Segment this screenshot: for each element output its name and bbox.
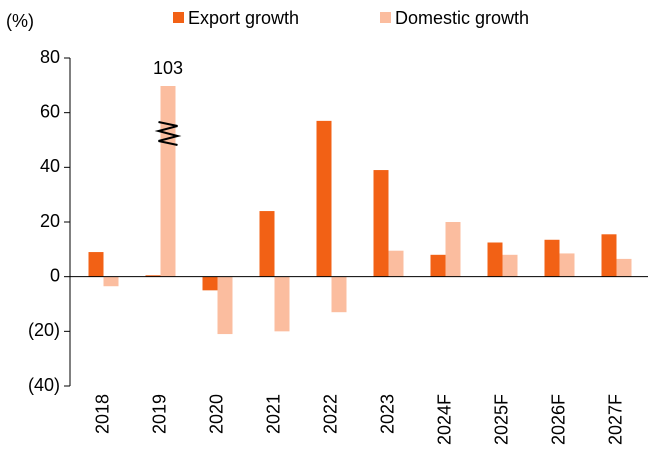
bar — [559, 253, 575, 277]
value-label: 103 — [153, 58, 183, 78]
bar — [160, 86, 176, 277]
bar — [145, 275, 161, 277]
bar — [373, 170, 389, 277]
bar — [202, 276, 218, 291]
y-tick-label: (20) — [28, 320, 60, 340]
x-tick-label: 2027F — [605, 394, 625, 445]
bar — [274, 276, 290, 332]
bar — [259, 211, 275, 277]
y-axis-label: (%) — [6, 11, 34, 31]
x-tick-label: 2019 — [149, 394, 169, 434]
x-tick-label: 2024F — [434, 394, 454, 445]
bar — [502, 254, 518, 277]
y-tick-label: (40) — [28, 375, 60, 395]
bar — [316, 120, 332, 277]
x-tick-label: 2021 — [263, 394, 283, 434]
y-tick-label: 80 — [40, 47, 60, 67]
legend-label: Domestic growth — [395, 8, 529, 28]
bar — [430, 254, 446, 277]
bar — [217, 276, 233, 335]
bar — [601, 234, 617, 277]
y-tick-label: 20 — [40, 211, 60, 231]
bar — [331, 276, 347, 313]
bar — [616, 258, 632, 277]
bar — [445, 222, 461, 277]
bar — [544, 239, 560, 277]
x-tick-label: 2018 — [92, 394, 112, 434]
bar — [88, 252, 104, 277]
x-tick-label: 2020 — [206, 394, 226, 434]
x-tick-label: 2025F — [491, 394, 511, 445]
legend-label: Export growth — [188, 8, 299, 28]
bar — [388, 250, 404, 277]
axis-break — [154, 121, 182, 146]
y-tick-label: 0 — [50, 265, 60, 285]
legend-swatch — [380, 12, 391, 23]
x-tick-label: 2026F — [548, 394, 568, 445]
x-tick-label: 2023 — [377, 394, 397, 434]
y-tick-label: 40 — [40, 156, 60, 176]
x-tick-label: 2022 — [320, 394, 340, 434]
y-tick-label: 60 — [40, 101, 60, 121]
bar — [103, 276, 119, 287]
bar — [487, 242, 503, 277]
legend-swatch — [173, 12, 184, 23]
